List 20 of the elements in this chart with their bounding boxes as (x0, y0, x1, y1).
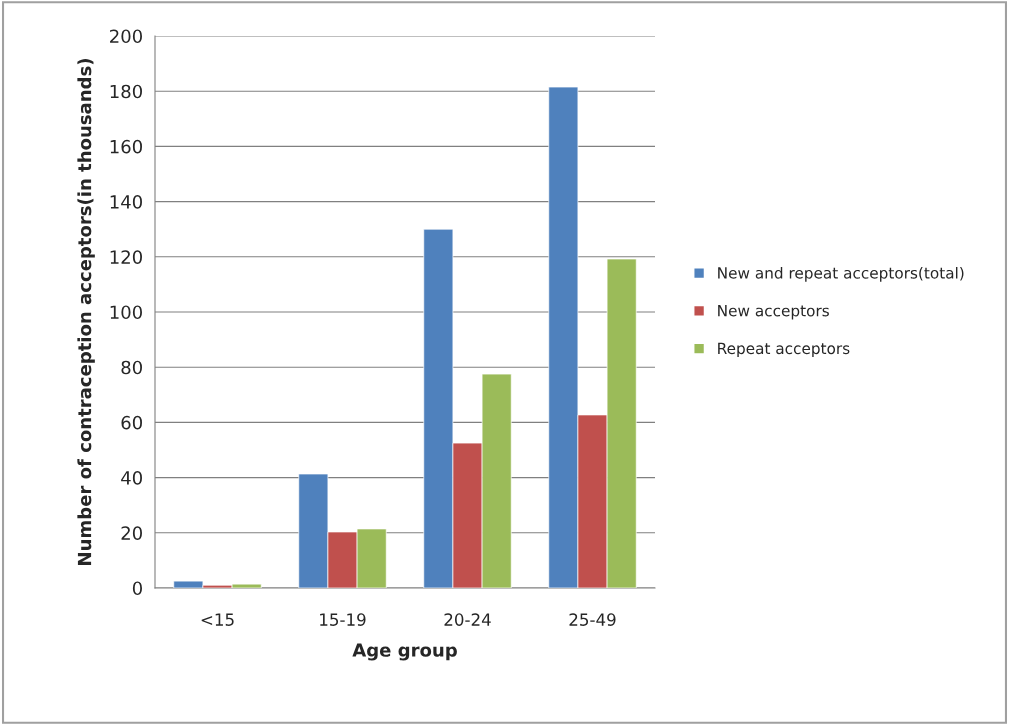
x-tick-label: 25-49 (569, 613, 616, 626)
legend-label: Repeat acceptors (718, 342, 850, 358)
y-tick-label: 200 (110, 29, 142, 44)
legend-label: New and repeat acceptors(total) (718, 266, 964, 282)
x-tick-label: 20-24 (444, 613, 491, 626)
y-axis-title: Number of contraception acceptors(in thousands) (77, 59, 95, 565)
y-tick-label: 20 (121, 526, 142, 540)
y-tick-label: 140 (110, 195, 142, 209)
y-tick-label: 60 (121, 415, 142, 430)
y-tick-label: 40 (121, 471, 142, 485)
y-tick-label: 180 (110, 84, 142, 99)
y-tick-label: 0 (132, 581, 142, 596)
y-tick-label: 120 (110, 250, 142, 264)
y-tick-label: 100 (110, 305, 142, 320)
y-tick-label: 160 (110, 139, 142, 154)
y-tick-label: 80 (121, 360, 142, 375)
x-axis-title: Age group (352, 643, 457, 661)
x-tick-label: 15-19 (320, 613, 366, 626)
legend-label: New acceptors (718, 305, 829, 320)
x-tick-label: <15 (201, 613, 234, 626)
